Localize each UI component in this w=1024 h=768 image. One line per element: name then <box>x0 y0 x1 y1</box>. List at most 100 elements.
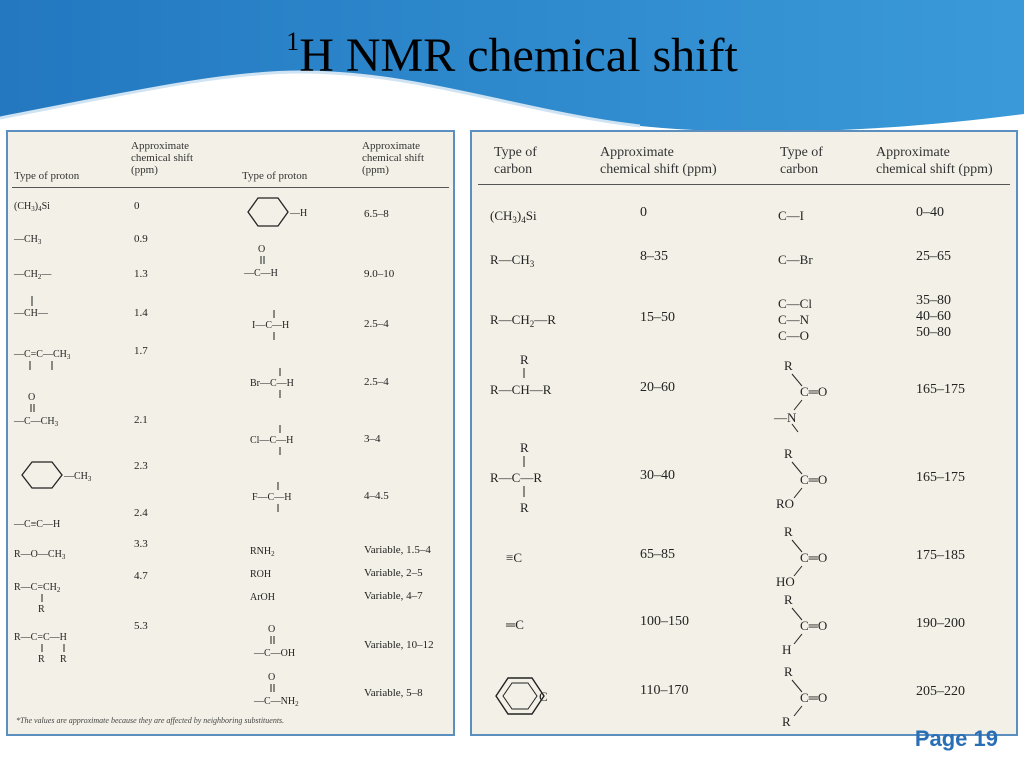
svg-text:R—CH2—R: R—CH2—R <box>490 312 556 329</box>
carbon-shift-l7: 100–150 <box>640 614 689 629</box>
proton-structures-left: (CH3)4Si —CH3 —CH2— —CH— —C=C—CH3 O —C—C… <box>13 201 92 665</box>
svg-text:Cl—C—H: Cl—C—H <box>250 435 293 446</box>
svg-text:RO: RO <box>776 496 794 511</box>
struct-vinylidene: R—C=CH2 <box>14 582 61 594</box>
proton-shift-l10: 4.7 <box>134 570 148 582</box>
proton-shift-l6: 2.1 <box>134 414 148 426</box>
svg-text:O: O <box>258 244 265 255</box>
svg-text:R—C—R: R—C—R <box>490 470 542 485</box>
header-shift-2-line3: (ppm) <box>362 164 389 176</box>
struct-ch2: —CH2— <box>13 269 52 281</box>
struct-ether: R—O—CH3 <box>14 549 66 561</box>
title-superscript: 1 <box>286 27 300 56</box>
svg-text:C—N: C—N <box>778 312 810 327</box>
svg-text:R: R <box>782 714 791 729</box>
header-rule <box>12 187 449 188</box>
carbon-shift-l4: 20–60 <box>640 380 675 395</box>
svg-text:C═O: C═O <box>800 384 827 399</box>
carbon-shift-table: Type of carbon Approximate chemical shif… <box>470 130 1018 736</box>
svg-text:═C: ═C <box>505 617 524 632</box>
svg-text:R—CH3: R—CH3 <box>490 252 535 269</box>
svg-text:C═O: C═O <box>800 618 827 633</box>
header-shift-2-line1: Approximate <box>362 140 421 152</box>
svg-text:R: R <box>60 654 67 665</box>
struct-ch: —CH— <box>13 308 49 319</box>
proton-structures-right: —H O —C—H I—C—H Br—C—H Cl—C—H F—C—H RNH2… <box>243 197 307 708</box>
carbon-shift-r3a: 35–80 <box>916 293 951 308</box>
struct-allylic: —C=C—CH3 <box>13 349 71 361</box>
carbon-shift-r2: 25–65 <box>916 249 951 264</box>
svg-text:ArOH: ArOH <box>250 592 275 603</box>
struct-tms: (CH3)4Si <box>14 201 50 213</box>
header-shift-2: Approximate chemical shift (ppm) <box>362 140 424 176</box>
proton-shift-r4: 2.5–4 <box>364 376 389 388</box>
proton-shift-l11: 5.3 <box>134 620 148 632</box>
svg-text:R: R <box>38 604 45 615</box>
svg-text:R: R <box>784 358 793 373</box>
carbon-shift-r1: 0–40 <box>916 205 944 220</box>
header-type2-line2: carbon <box>780 162 819 177</box>
proton-shift-l2: 0.9 <box>134 233 148 245</box>
svg-text:—N: —N <box>773 410 797 425</box>
svg-text:R—CH—R: R—CH—R <box>490 382 552 397</box>
svg-text:ROH: ROH <box>250 569 271 580</box>
svg-text:—C—NH2: —C—NH2 <box>253 696 299 708</box>
carbon-shift-l3: 15–50 <box>640 310 675 325</box>
proton-shift-l8: 2.4 <box>134 507 148 519</box>
carbon-shift-l1: 0 <box>640 205 647 220</box>
proton-shift-l9: 3.3 <box>134 538 148 550</box>
proton-shift-l7: 2.3 <box>134 460 148 472</box>
proton-shift-l5: 1.7 <box>134 345 148 357</box>
proton-shift-r2: 9.0–10 <box>364 268 395 280</box>
proton-shift-table: Type of proton Approximate chemical shif… <box>6 130 455 736</box>
svg-text:Br—C—H: Br—C—H <box>250 378 294 389</box>
carbon-structures-left: (CH3)4Si R—CH3 R—CH2—R R R—CH—R R R—C—R … <box>490 208 556 715</box>
svg-text:≡C: ≡C <box>506 550 522 565</box>
header-carbon-shift: Approximate chemical shift (ppm) <box>600 144 717 178</box>
svg-text:F—C—H: F—C—H <box>252 492 291 503</box>
svg-text:C: C <box>539 689 548 704</box>
proton-shift-r9: Variable, 4–7 <box>364 590 423 602</box>
carbon-shift-r3c: 50–80 <box>916 325 951 340</box>
header-shift-line3: (ppm) <box>131 164 158 176</box>
carbon-shift-r6: 175–185 <box>916 548 965 563</box>
struct-alkyne-h: —C≡C—H <box>13 519 60 530</box>
carbon-shift-r8: 205–220 <box>916 684 965 699</box>
carbon-shift-l2: 8–35 <box>640 249 668 264</box>
struct-toluene: —CH3 <box>63 471 92 483</box>
header-shift-2-line2: chemical shift <box>362 152 425 164</box>
carbon-header-rule <box>478 184 1010 185</box>
header-shift-line2: chemical shift <box>131 152 194 164</box>
svg-text:R: R <box>520 352 529 367</box>
svg-text:O: O <box>268 672 275 683</box>
svg-text:RNH2: RNH2 <box>250 546 275 558</box>
header-type-line2: carbon <box>494 162 533 177</box>
svg-text:R: R <box>784 524 793 539</box>
svg-text:R: R <box>784 664 793 679</box>
header-cshift2-line2: chemical shift (ppm) <box>876 162 993 177</box>
svg-text:I—C—H: I—C—H <box>252 320 289 331</box>
svg-text:R: R <box>520 500 529 515</box>
struct-vinyl-h: R—C=C—H <box>14 632 67 643</box>
carbon-shift-r3b: 40–60 <box>916 309 951 324</box>
svg-text:R: R <box>38 654 45 665</box>
proton-shift-r7: Variable, 1.5–4 <box>364 544 431 556</box>
proton-shift-r5: 3–4 <box>364 433 381 445</box>
struct-ch3: —CH3 <box>13 234 42 246</box>
proton-shift-r11: Variable, 5–8 <box>364 687 423 699</box>
svg-text:(CH3)4Si: (CH3)4Si <box>490 208 537 225</box>
svg-text:C═O: C═O <box>800 550 827 565</box>
svg-text:C═O: C═O <box>800 690 827 705</box>
proton-shift-l1: 0 <box>134 200 140 212</box>
svg-text:C═O: C═O <box>800 472 827 487</box>
carbon-shift-r7: 190–200 <box>916 616 965 631</box>
proton-shift-l3: 1.3 <box>134 268 148 280</box>
header-type-of-proton-2: Type of proton <box>242 170 308 182</box>
carbon-shift-r5: 165–175 <box>916 470 965 485</box>
header-carbon-shift-2: Approximate chemical shift (ppm) <box>876 144 993 178</box>
carbon-shift-l5: 30–40 <box>640 468 675 483</box>
proton-shift-l4: 1.4 <box>134 307 148 319</box>
proton-shift-r10: Variable, 10–12 <box>364 639 434 651</box>
header-type-of-carbon-2: Type of carbon <box>780 144 823 178</box>
proton-shift-r3: 2.5–4 <box>364 318 389 330</box>
